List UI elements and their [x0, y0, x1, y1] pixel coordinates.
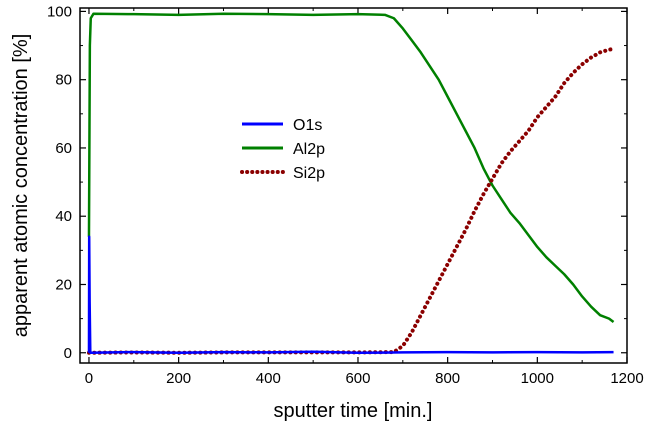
y-tick-label: 20 — [55, 276, 72, 293]
y-tick-label: 100 — [47, 3, 72, 20]
x-tick-label: 0 — [85, 370, 93, 387]
y-tick-label: 60 — [55, 140, 72, 157]
legend-label-al2p: Al2p — [293, 141, 325, 158]
legend: O1s Al2p Si2p — [240, 117, 325, 182]
y-tick-label: 0 — [64, 345, 72, 362]
y-axis-title: apparent atomic concentration [%] — [10, 34, 32, 338]
x-tick-label: 800 — [435, 370, 460, 387]
x-tick-label: 400 — [256, 370, 281, 387]
x-tick-label: 600 — [345, 370, 370, 387]
y-tick-label: 80 — [55, 72, 72, 89]
series-line-o1s — [87, 235, 614, 355]
x-tick-label: 200 — [166, 370, 191, 387]
x-axis-title: sputter time [min.] — [274, 400, 433, 422]
legend-label-si2p: Si2p — [293, 165, 325, 182]
x-tick-label: 1200 — [610, 370, 643, 387]
legend-label-o1s: O1s — [293, 117, 322, 134]
series-line-al2p — [87, 12, 615, 324]
x-tick-label: 1000 — [521, 370, 554, 387]
series-line-si2p — [86, 46, 616, 355]
plot-frame — [79, 7, 628, 364]
axis-ticks — [80, 8, 628, 363]
series-layer — [86, 12, 616, 355]
tick-labels: 0 200 400 600 800 1000 1200 0 20 40 60 80 100 — [47, 3, 644, 387]
y-tick-label: 40 — [55, 208, 72, 225]
